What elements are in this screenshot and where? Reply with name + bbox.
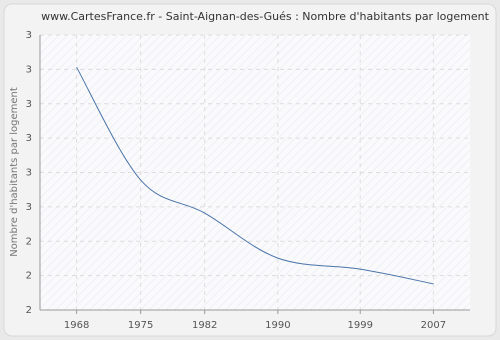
y-tick-label: 3 xyxy=(26,168,32,179)
y-tick-label: 2 xyxy=(26,305,32,316)
x-tick-label: 2007 xyxy=(421,320,446,331)
y-axis-label: Nombre d'habitants par logement xyxy=(9,87,20,257)
x-tick-label: 1982 xyxy=(192,320,217,331)
line-series xyxy=(76,67,434,285)
y-tick-label: 2 xyxy=(26,271,32,282)
y-tick-label: 3 xyxy=(26,99,32,110)
x-tick-label: 1999 xyxy=(347,320,372,331)
y-tick-label: 3 xyxy=(26,202,32,213)
x-tick-label: 1968 xyxy=(64,320,89,331)
y-tick-label: 3 xyxy=(26,30,32,41)
y-tick-label: 2 xyxy=(26,236,32,247)
chart-title: www.CartesFrance.fr - Saint-Aignan-des-G… xyxy=(41,10,489,23)
x-tick-label: 1990 xyxy=(265,320,290,331)
y-tick-label: 3 xyxy=(26,64,32,75)
plot-area xyxy=(40,35,470,310)
y-tick-label: 3 xyxy=(26,133,32,144)
x-tick-label: 1975 xyxy=(128,320,153,331)
